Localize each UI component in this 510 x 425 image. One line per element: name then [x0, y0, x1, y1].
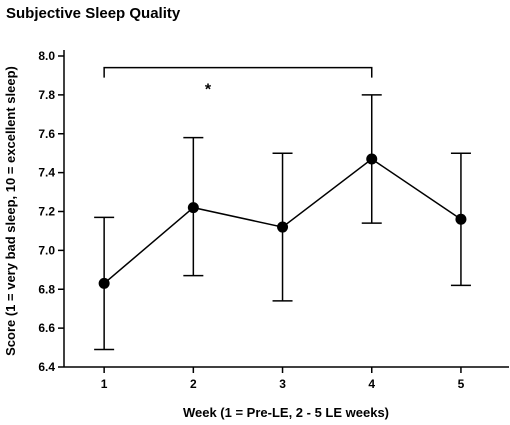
x-tick-label-3: 4	[368, 377, 375, 391]
data-point-3	[366, 153, 378, 165]
x-tick-label-2: 3	[279, 377, 286, 391]
y-tick-label-7: 7.8	[38, 88, 55, 102]
chart-title: Subjective Sleep Quality	[6, 5, 181, 22]
x-tick-label-0: 1	[101, 377, 108, 391]
y-tick-label-3: 7.0	[38, 243, 55, 257]
x-axis-ticks: 1 2 3 4 5	[101, 367, 465, 391]
data-series	[98, 153, 467, 289]
y-tick-label-6: 7.6	[38, 127, 55, 141]
data-point-4	[455, 213, 467, 225]
x-axis-label: Week (1 = Pre-LE, 2 - 5 LE weeks)	[183, 405, 389, 420]
x-tick-label-1: 2	[190, 377, 197, 391]
y-tick-label-1: 6.6	[38, 321, 55, 335]
y-axis-label: Score (1 = very bad sleep, 10 = excellen…	[3, 66, 18, 356]
data-point-2	[277, 221, 289, 233]
y-tick-label-2: 6.8	[38, 282, 55, 296]
significance-annotations: *	[103, 66, 373, 99]
y-tick-label-0: 6.4	[38, 360, 55, 374]
data-point-1	[187, 202, 199, 214]
axes	[63, 50, 509, 368]
y-tick-label-5: 7.4	[38, 166, 55, 180]
significance-marker-0: *	[205, 82, 212, 99]
y-tick-label-8: 8.0	[38, 49, 55, 63]
x-tick-label-4: 5	[458, 377, 465, 391]
significance-bracket-0	[103, 66, 373, 78]
y-tick-label-4: 7.2	[38, 205, 55, 219]
y-axis-ticks: 6.4 6.6 6.8 7.0 7.2 7.4 7.6 7.8 8.0	[38, 49, 64, 374]
data-point-0	[98, 277, 110, 289]
